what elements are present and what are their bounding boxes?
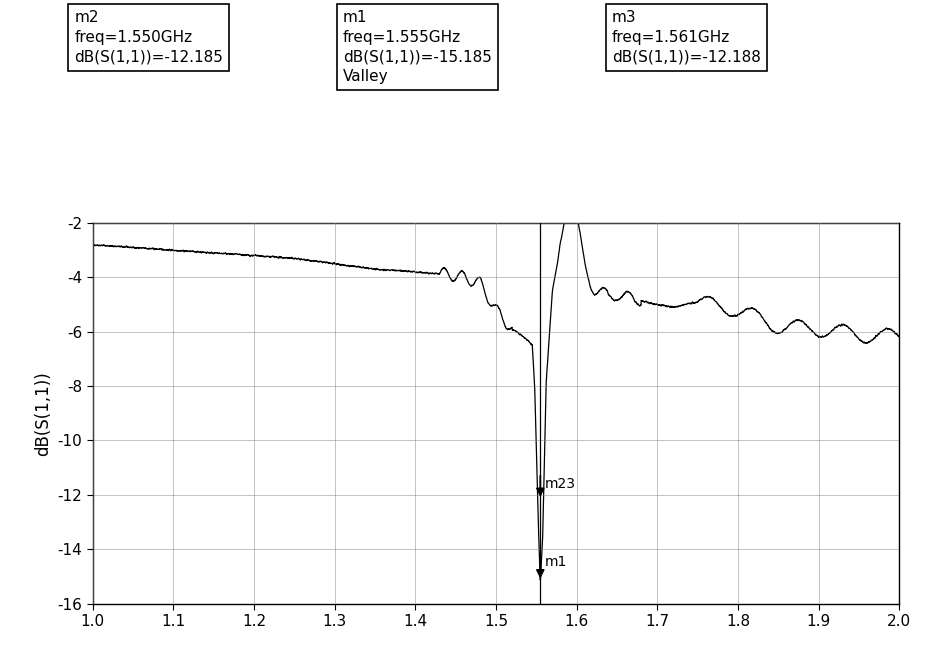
Y-axis label: dB(S(1,1)): dB(S(1,1)) — [34, 371, 52, 456]
Text: m2
freq=1.550GHz
dB(S(1,1))=-12.185: m2 freq=1.550GHz dB(S(1,1))=-12.185 — [74, 10, 223, 64]
Text: m1: m1 — [544, 554, 566, 569]
Text: m23: m23 — [544, 477, 576, 491]
Text: m3
freq=1.561GHz
dB(S(1,1))=-12.188: m3 freq=1.561GHz dB(S(1,1))=-12.188 — [612, 10, 761, 64]
Text: m1
freq=1.555GHz
dB(S(1,1))=-15.185
Valley: m1 freq=1.555GHz dB(S(1,1))=-15.185 Vall… — [343, 10, 492, 84]
